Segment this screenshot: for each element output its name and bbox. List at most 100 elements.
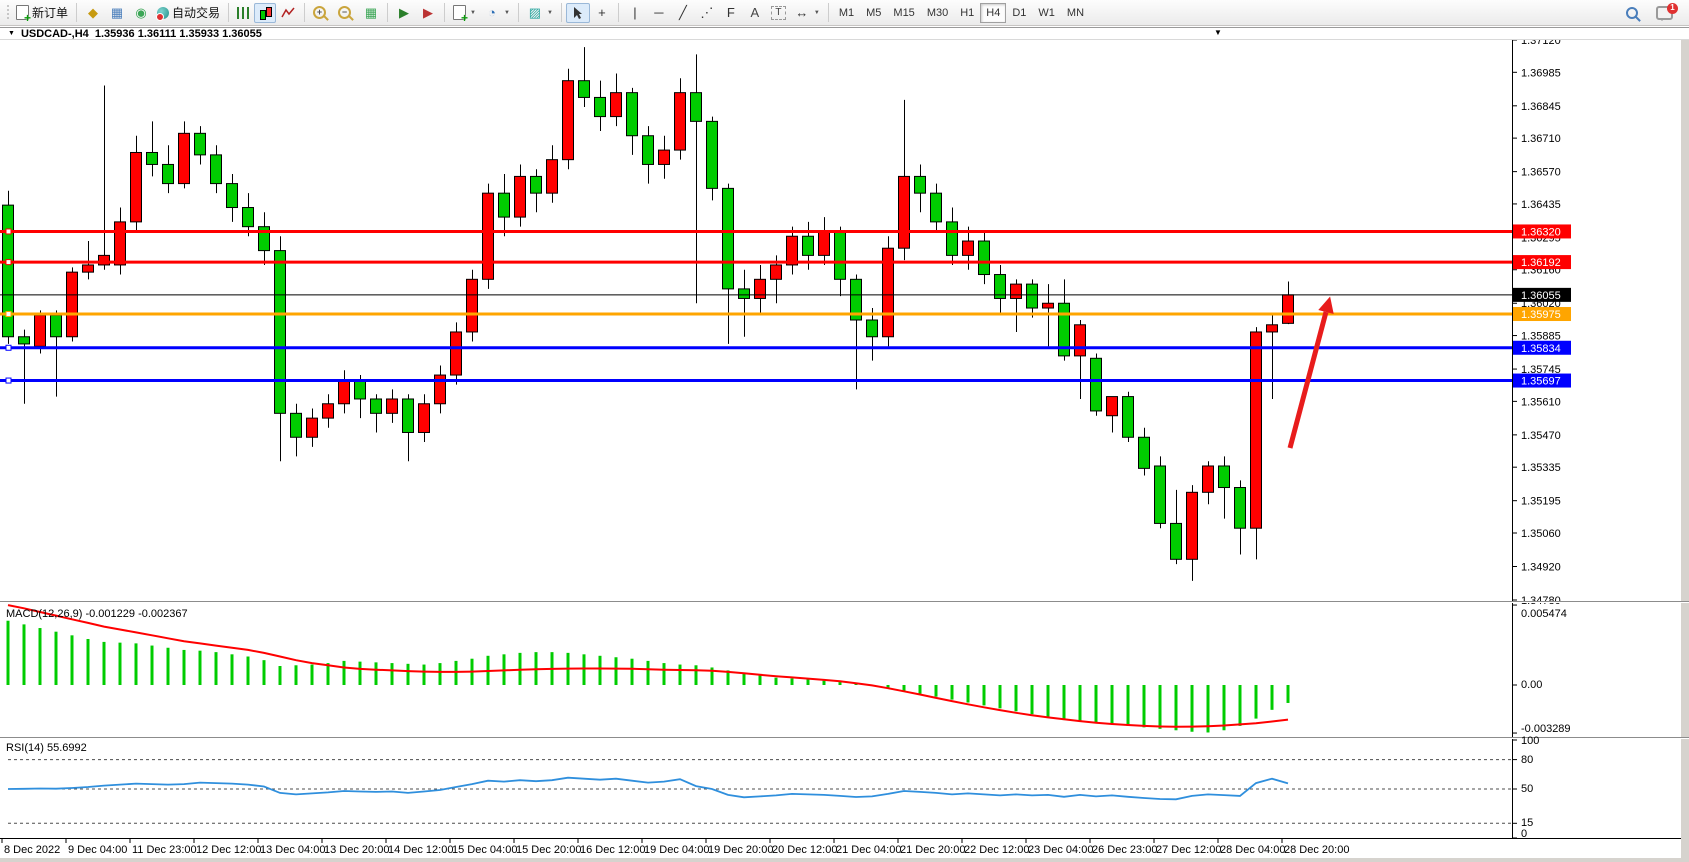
new-chart-button[interactable]: ▼ (449, 3, 480, 24)
toolbar-separator (617, 3, 619, 22)
templates-icon: ▨ (528, 5, 542, 20)
chart-shift-button[interactable]: ▶ (416, 3, 440, 23)
arrows-button[interactable]: ↔ ▼ (790, 3, 824, 23)
svg-text:1.37120: 1.37120 (1521, 40, 1561, 47)
chart-window-titlebar[interactable]: ▼ USDCAD-,H4 1.35936 1.36111 1.35933 1.3… (0, 27, 1689, 40)
trend-arrow-annotation[interactable] (1287, 296, 1334, 449)
crosshair-icon: + (598, 5, 606, 20)
svg-text:28 Dec 20:00: 28 Dec 20:00 (1284, 844, 1349, 856)
svg-text:15 Dec 04:00: 15 Dec 04:00 (452, 844, 517, 856)
svg-text:1.36192: 1.36192 (1521, 257, 1561, 269)
svg-text:RSI(14) 55.6992: RSI(14) 55.6992 (6, 742, 87, 754)
chevron-down-icon[interactable]: ▼ (813, 9, 820, 16)
price-axis[interactable]: 1.37120 1.36985 1.36845 1.36710 1.36570 1.364… (1512, 40, 1571, 838)
svg-text:1.36710: 1.36710 (1521, 133, 1561, 145)
periods-button[interactable]: ◔ ▼ (480, 3, 514, 23)
zoom-in-button[interactable]: + (309, 3, 334, 23)
bars-chart-button[interactable] (233, 3, 254, 23)
candles-chart-icon (258, 6, 273, 20)
toolbar-separator (228, 3, 230, 22)
bars-chart-icon (237, 6, 251, 19)
svg-text:1.35195: 1.35195 (1521, 496, 1561, 508)
vertical-line-button[interactable]: | (623, 3, 647, 23)
svg-text:12 Dec 12:00: 12 Dec 12:00 (196, 844, 261, 856)
auto-trading-label: 自动交易 (172, 6, 221, 20)
chart-canvas[interactable]: 1.37120 1.36985 1.36845 1.36710 1.36570 1.364… (0, 40, 1689, 862)
svg-text:-0.003289: -0.003289 (1521, 723, 1571, 735)
timeframe-m1-button[interactable]: M1 (838, 6, 855, 19)
candles-chart-button[interactable] (254, 2, 277, 23)
cursor-button[interactable] (565, 2, 590, 23)
quotes-button[interactable]: ◆ (81, 3, 105, 23)
charts-window-button[interactable]: ▦ (105, 3, 129, 23)
timeframe-w1-button[interactable]: W1 (1038, 6, 1055, 19)
timeframe-h1-button[interactable]: H1 (960, 6, 975, 19)
chart-shift-marker-icon: ▼ (1214, 28, 1222, 37)
macd-panel: MACD(12,26,9) -0.001229 -0.002367 0.00547… (6, 604, 1571, 735)
toolbar-separator (517, 3, 519, 22)
timeframe-mn-button[interactable]: MN (1066, 6, 1085, 19)
svg-text:28 Dec 04:00: 28 Dec 04:00 (1220, 844, 1285, 856)
signals-button[interactable]: ◉ (129, 3, 153, 23)
chevron-down-icon[interactable]: ▼ (503, 9, 510, 16)
crosshair-button[interactable]: + (590, 3, 614, 23)
templates-button[interactable]: ▨ ▼ (523, 3, 557, 23)
auto-trading-icon (156, 6, 170, 21)
auto-scroll-button[interactable]: ▶ (392, 3, 416, 23)
panel-separator-macd[interactable] (0, 601, 1689, 603)
trendline-button[interactable]: ╱ (671, 3, 695, 23)
chevron-down-icon[interactable]: ▼ (546, 9, 553, 16)
svg-text:0.00: 0.00 (1521, 679, 1542, 691)
svg-text:100: 100 (1521, 735, 1539, 747)
fibonacci-icon: F (726, 5, 735, 20)
svg-text:8 Dec 2022: 8 Dec 2022 (4, 844, 60, 856)
horizontal-line-button[interactable]: ─ (647, 3, 671, 23)
toolbar-separator (76, 3, 78, 22)
line-chart-button[interactable] (276, 3, 300, 23)
svg-text:1.36320: 1.36320 (1521, 226, 1561, 238)
svg-text:1.36570: 1.36570 (1521, 167, 1561, 179)
zoom-out-icon: − (338, 6, 352, 19)
zoom-in-icon: + (313, 6, 327, 19)
timeframe-m5-button[interactable]: M5 (866, 6, 882, 19)
svg-text:21 Dec 20:00: 21 Dec 20:00 (900, 844, 965, 856)
toolbar-separator (560, 3, 562, 22)
text-icon: A (750, 5, 760, 20)
horizontal-line-objects[interactable] (0, 228, 1512, 384)
chart-shift-icon: ▶ (423, 5, 434, 20)
zoom-out-button[interactable]: − (334, 3, 359, 23)
fibonacci-button[interactable]: F (719, 3, 743, 23)
svg-text:19 Dec 20:00: 19 Dec 20:00 (708, 844, 773, 856)
window-menu-icon[interactable]: ▼ (8, 30, 15, 37)
auto-trading-button[interactable]: 自动交易 (153, 3, 224, 23)
search-icon (1626, 6, 1638, 19)
panel-separator-rsi[interactable] (0, 737, 1689, 739)
chevron-down-icon[interactable]: ▼ (470, 9, 476, 16)
svg-text:1.35745: 1.35745 (1521, 364, 1561, 376)
svg-text:26 Dec 23:00: 26 Dec 23:00 (1092, 844, 1157, 856)
arrows-icon: ↔ (795, 5, 809, 20)
timeframe-d1-button[interactable]: D1 (1012, 6, 1027, 19)
auto-scroll-icon: ▶ (399, 5, 410, 20)
new-order-button[interactable]: 新订单 (12, 3, 72, 24)
timeframe-m30-button[interactable]: M30 (926, 6, 949, 19)
text-label-button[interactable]: T (767, 3, 790, 23)
search-button[interactable] (1622, 3, 1642, 23)
chart-title: USDCAD-,H4 1.35936 1.36111 1.35933 1.360… (20, 27, 262, 40)
svg-text:50: 50 (1521, 783, 1533, 795)
channel-button[interactable]: ⋰ (695, 3, 719, 23)
new-chart-icon (453, 5, 468, 24)
svg-text:22 Dec 12:00: 22 Dec 12:00 (964, 844, 1029, 856)
timeframe-m15-button[interactable]: M15 (893, 6, 915, 19)
chat-icon: 1 (1656, 2, 1678, 21)
timeframe-h4-button[interactable]: H4 (980, 2, 1007, 23)
channel-icon: ⋰ (700, 5, 714, 20)
date-axis[interactable]: 8 Dec 2022 9 Dec 04:00 11 Dec 23:00 12 Dec … (0, 838, 1681, 856)
chat-button[interactable]: 1 (1652, 2, 1678, 23)
text-button[interactable]: A (743, 3, 767, 23)
periods-icon: ◔ (488, 5, 496, 20)
svg-text:14 Dec 12:00: 14 Dec 12:00 (388, 844, 453, 856)
tile-windows-button[interactable]: ▦ (359, 3, 383, 23)
svg-text:9 Dec 04:00: 9 Dec 04:00 (68, 844, 127, 856)
trendline-icon: ╱ (678, 5, 687, 20)
